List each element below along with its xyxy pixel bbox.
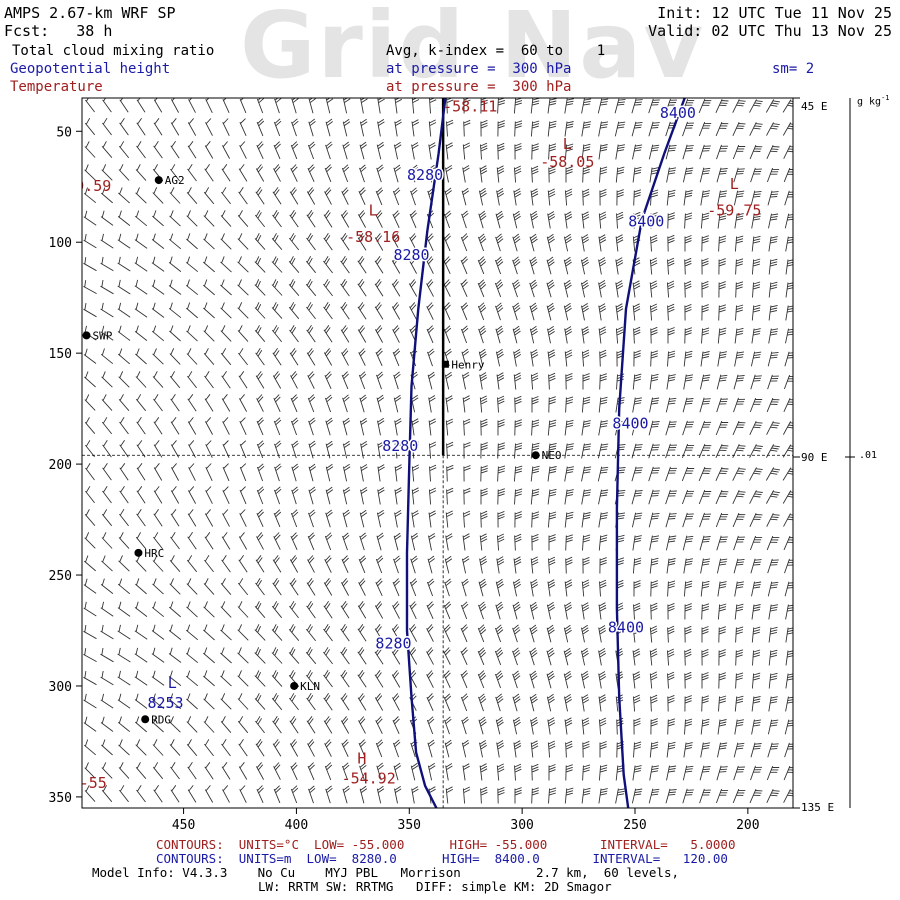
temperature-value-label: -54.92 [342,770,396,788]
cross-section-lines [82,98,793,808]
station-marker [290,681,299,690]
temperature-value-label: -59.59 [57,177,111,195]
temperature-value-label: -58.11 [443,97,497,115]
height-contour-label: 8280 [375,634,411,652]
footer-contours-temperature: CONTOURS: UNITS=°C LOW= -55.000 HIGH= -5… [156,837,736,852]
station-marker [441,360,449,368]
axes: 450 400 350 300 250 200 50 100 150 200 250 300 350 [49,125,760,833]
footer-model-info: Model Info: V4.3.3 No Cu MYJ PBL Morriso… [92,865,679,880]
temperature-value-label: -58.05 [540,153,594,171]
station-marker [134,548,143,557]
field-geopotential: Geopotential height [10,61,171,77]
y-tick-label: 150 [49,347,72,362]
y-tick-label: 100 [49,236,72,251]
temperature-low-marker: L [369,202,378,220]
station-label: NEO [542,449,562,462]
temperature-value-label: -58.16 [346,228,400,246]
temperature-low-marker: L [563,135,572,153]
x-tick-label: 450 [172,818,195,833]
plot-frame [81,97,794,809]
station-marker [141,715,150,724]
avg-k-index: Avg, k-index = 60 to 1 [386,43,606,59]
temperature-low-marker: L [730,175,739,193]
sidebar-label-top: 45 E [801,100,828,113]
footer-contours-height: CONTOURS: UNITS=m LOW= 8280.0 HIGH= 8400… [156,851,728,866]
wind-barbs [83,98,793,804]
wind-barb-field [83,98,793,804]
sidebar-units: g kg-1 [857,94,890,108]
sidebar-label-mid: 90 E [801,451,828,464]
station-label: Henry [451,358,484,371]
smoothing-label: sm= 2 [772,61,815,77]
station-marker [531,451,540,460]
height-contour-label: 8280 [382,437,418,455]
x-tick-label: 300 [510,818,533,833]
height-contour-label: 8280 [393,246,429,264]
station-label: KLN [300,680,320,693]
field-cloud-mixing: Total cloud mixing ratio [12,43,215,59]
y-tick-label: 300 [49,680,72,695]
height-contour-label: 8280 [407,166,443,184]
height-contour-8400 [615,98,686,808]
station-label: AG2 [165,174,185,187]
pressure-level-blue: at pressure = 300 hPa [386,61,572,77]
height-contour-label: 8400 [612,415,648,433]
station-label: SWP [93,329,113,342]
height-contours: 8280 8280 8280 8280 8400 8400 8400 8400 [374,98,697,808]
forecast-hour: Fcst: 38 h [4,22,113,40]
pressure-level-red: at pressure = 300 hPa [386,79,572,95]
y-tick-label: 250 [49,569,72,584]
sidebar-scale-value: .01 [859,450,878,461]
station-label: RDG [151,713,171,726]
y-tick-label: 200 [49,458,72,473]
y-tick-label: 50 [56,125,72,140]
height-contour-8280 [405,98,447,808]
temperature-value-label: -55 [80,774,107,792]
sidebar-scale [793,97,855,809]
height-contour-label: 8400 [608,619,644,637]
temperature-value-label: -59.75 [707,202,761,220]
sidebar-label-bottom: 135 E [801,801,835,814]
init-time: Init: 12 UTC Tue 11 Nov 25 [657,4,892,22]
height-contour-label: 8400 [660,104,696,122]
x-tick-label: 350 [398,818,421,833]
station-markers: AG2 SWP Henry NEO HRC KLN RDG [82,174,562,726]
station-marker [82,331,91,340]
y-tick-label: 350 [49,791,72,806]
chart-annotations: -58.11L-58.05L-59.75L-58.16-59.59H-54.92… [57,97,761,792]
field-temperature: Temperature [10,79,103,95]
model-title: AMPS 2.67-km WRF SP [4,4,176,22]
height-low-marker: L [168,674,177,692]
watermark-text: Grid Nav [240,0,706,99]
x-tick-label: 250 [623,818,646,833]
x-tick-label: 200 [736,818,759,833]
station-label: HRC [144,547,164,560]
x-tick-label: 400 [285,818,308,833]
temperature-high-marker: H [357,750,366,768]
station-marker [154,176,163,185]
valid-time: Valid: 02 UTC Thu 13 Nov 25 [648,22,892,40]
height-contour-label: 8400 [628,213,664,231]
height-low-value: 8253 [147,694,183,712]
footer-physics: LW: RRTM SW: RRTMG DIFF: simple KM: 2D S… [258,879,612,894]
